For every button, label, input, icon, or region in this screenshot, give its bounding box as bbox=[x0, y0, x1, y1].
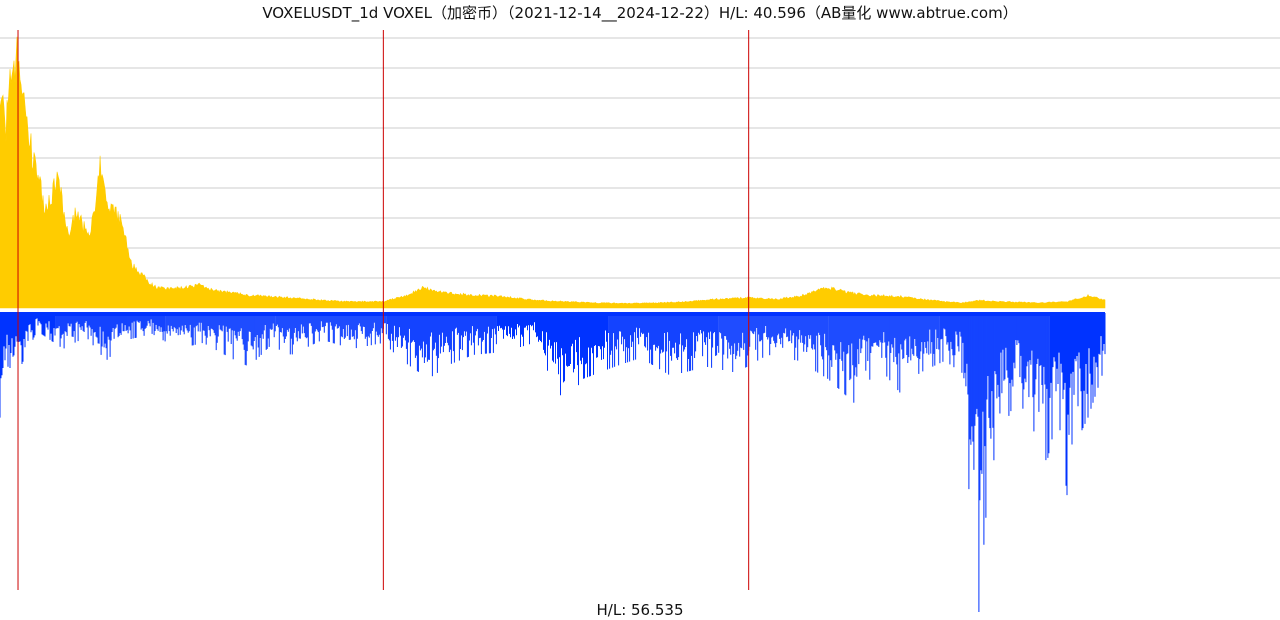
lower-series bbox=[0, 312, 1106, 612]
lower-hl-label: H/L: 56.535 bbox=[596, 601, 684, 619]
gridlines bbox=[0, 37, 1280, 279]
chart-title: VOXELUSDT_1d VOXEL（加密币）（2021-12-14__2024… bbox=[262, 4, 1018, 22]
year-separators bbox=[17, 30, 750, 590]
upper-area bbox=[0, 36, 1106, 309]
upper-series bbox=[0, 36, 1106, 309]
